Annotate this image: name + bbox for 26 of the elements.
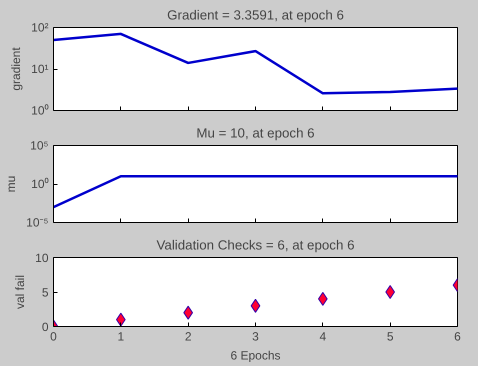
y-axis-title: val fail [13, 274, 28, 310]
y-axis-title: gradient [9, 46, 24, 91]
y-tick-label: 10² [31, 20, 49, 34]
x-tick-label: 0 [50, 330, 58, 344]
y-tick-label: 10⁰ [31, 104, 49, 118]
y-tick-label: 10⁻⁵ [26, 216, 49, 230]
x-axis-title: 6 Epochs [230, 348, 281, 362]
x-tick-label: 2 [184, 330, 192, 344]
chart-title: Validation Checks = 6, at epoch 6 [156, 238, 354, 252]
y-tick-label: 0 [42, 320, 49, 334]
chart-title: Mu = 10, at epoch 6 [196, 126, 315, 140]
line-series [54, 32, 458, 95]
chart-title: Gradient = 3.3591, at epoch 6 [167, 8, 344, 22]
x-tick-label: 1 [117, 330, 124, 344]
x-tick-label: 4 [319, 330, 326, 344]
y-tick-label: 10⁰ [31, 177, 49, 191]
y-axis-title: mu [4, 176, 18, 192]
x-tick-label: 3 [252, 330, 260, 344]
y-tick-label: 5 [42, 286, 49, 300]
point [385, 285, 395, 299]
x-tick-label: 6 [454, 330, 462, 344]
y-tick-label: 10¹ [31, 62, 49, 76]
x-tick-label: 5 [386, 330, 394, 344]
point [116, 312, 126, 326]
y-tick-label: 10⁵ [30, 138, 49, 152]
y-tick-label: 10 [35, 251, 49, 265]
